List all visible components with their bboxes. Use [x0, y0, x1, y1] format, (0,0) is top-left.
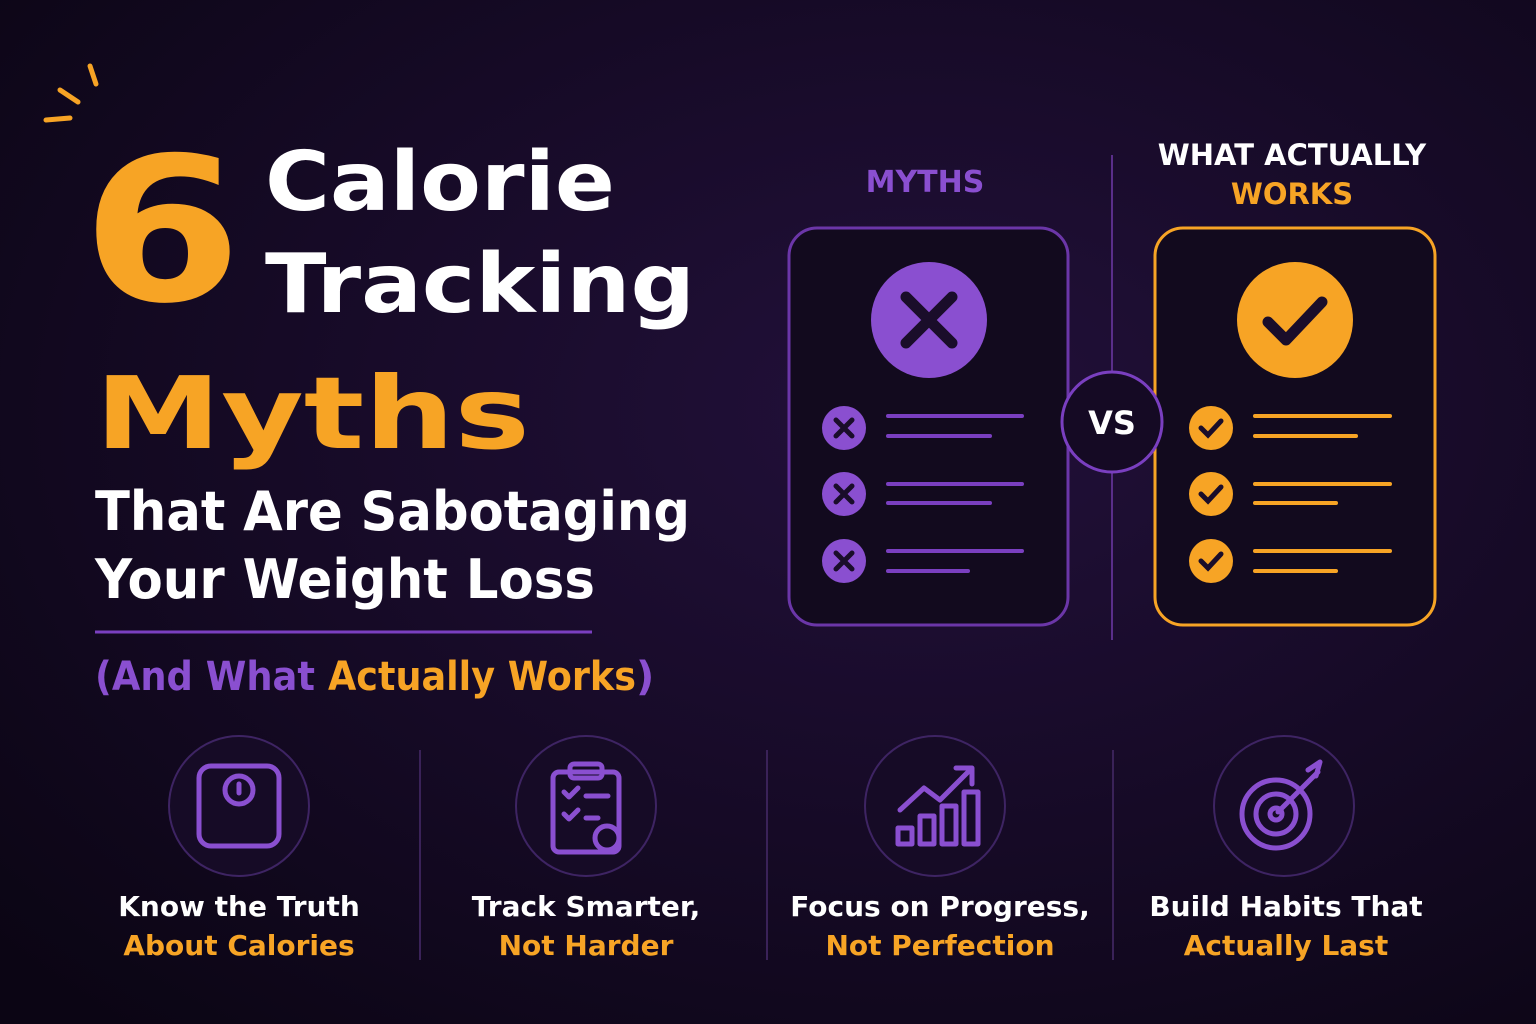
- vs-badge: [1060, 370, 1164, 474]
- headline-subtitle: Your Weight Loss: [94, 548, 595, 611]
- vs-text: VS: [1088, 404, 1136, 442]
- tagline-part: Actually Works: [328, 654, 636, 700]
- myths-card: [787, 226, 1070, 627]
- feature-dividers: [419, 750, 1114, 960]
- feature-line: Not Harder: [499, 929, 674, 962]
- headline-line: Calorie: [265, 135, 615, 230]
- headline-line: Tracking: [265, 237, 695, 332]
- feature-line: Actually Last: [1184, 929, 1388, 962]
- tagline-part: (And What: [95, 654, 315, 700]
- tagline-part: ): [636, 654, 654, 700]
- works-label: WHAT ACTUALLY: [1158, 138, 1427, 172]
- feature-line: Track Smarter,: [472, 890, 700, 923]
- spark-lines: [43, 63, 99, 123]
- works-card: [1153, 226, 1437, 627]
- feature-line: Focus on Progress,: [790, 890, 1089, 923]
- headline-subtitle: That Are Sabotaging: [95, 480, 690, 543]
- feature-line: Know the Truth: [118, 890, 360, 923]
- myths-label: MYTHS: [866, 165, 985, 200]
- feature-icons: [196, 759, 1323, 855]
- feature-line: Not Perfection: [825, 929, 1054, 962]
- feature-line: Build Habits That: [1149, 890, 1422, 923]
- feature-line: About Calories: [123, 929, 354, 962]
- headline-line: Myths: [95, 355, 530, 472]
- works-label: WORKS: [1231, 177, 1353, 211]
- headline-number: 6: [82, 115, 242, 348]
